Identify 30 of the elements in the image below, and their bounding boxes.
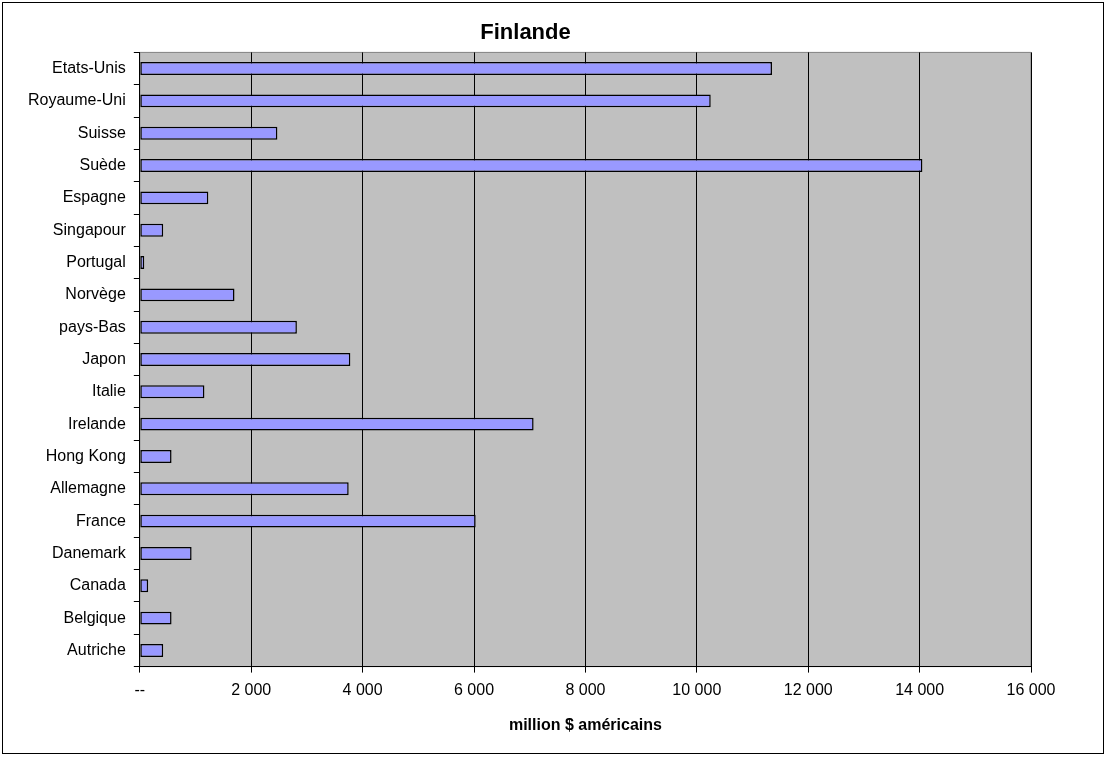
y-tick-label: Japon: [82, 349, 126, 367]
y-tick-label: Hong Kong: [45, 446, 126, 464]
y-tick-label: Suède: [79, 155, 126, 173]
y-tick-label: Canada: [69, 576, 126, 594]
y-tick-label: Belgique: [63, 608, 126, 626]
y-tick-label: Autriche: [67, 640, 126, 658]
x-tick-label: 14 000: [895, 680, 945, 698]
x-tick-label: 10 000: [672, 680, 722, 698]
y-tick-label: Etats-Unis: [52, 58, 126, 76]
x-tick-label: 16 000: [1006, 680, 1056, 698]
x-tick-label: 6 000: [453, 680, 495, 698]
y-tick-label: Norvège: [65, 285, 126, 303]
x-tick-label: 4 000: [342, 680, 383, 698]
x-tick-label: --: [134, 680, 146, 698]
x-axis-title: million $ américains: [508, 715, 662, 733]
y-tick-label: Suisse: [77, 123, 126, 141]
y-tick-label: Royaume-Uni: [28, 91, 126, 109]
chart-title: Finlande: [480, 19, 571, 45]
x-tick-label: 12 000: [783, 680, 833, 698]
y-tick-label: Irelande: [67, 414, 126, 432]
y-tick-label: Danemark: [52, 543, 127, 561]
x-tick-label: 8 000: [565, 680, 606, 698]
y-tick-label: Espagne: [62, 188, 126, 206]
y-tick-label: Allemagne: [50, 479, 126, 497]
x-tick-label: 2 000: [231, 680, 272, 698]
y-tick-label: Singapour: [52, 220, 127, 238]
y-tick-label: pays-Bas: [59, 317, 126, 335]
y-tick-label: Portugal: [66, 252, 126, 270]
y-tick-label: Italie: [92, 382, 126, 400]
y-tick-label: France: [76, 511, 126, 529]
